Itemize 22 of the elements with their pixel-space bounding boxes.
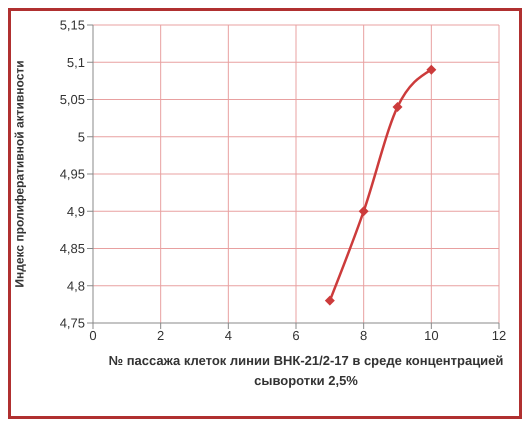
y-axis-title: Индекс пролиферативной активности xyxy=(12,60,26,288)
y-tick-label: 5 xyxy=(78,129,85,144)
point xyxy=(426,64,436,75)
point xyxy=(358,206,369,216)
x-tick-label: 12 xyxy=(492,328,506,344)
x-tick-label: 2 xyxy=(157,328,164,344)
y-tick-label: 5,05 xyxy=(60,92,85,108)
point xyxy=(324,296,335,306)
y-tick-label: 4,9 xyxy=(66,204,85,219)
y-tick-label: 4,8 xyxy=(66,278,85,294)
x-tick-label: 4 xyxy=(224,328,232,344)
x-axis-title: № пассажа клеток линии ВНК-21/2-17 в среде концентрацией сыворотки 2,5% xyxy=(108,352,504,390)
x-tick-label: 0 xyxy=(89,328,97,344)
x-tick-label: 8 xyxy=(360,328,368,344)
x-tick-label: 10 xyxy=(424,328,439,344)
y-tick-label: 5,15 xyxy=(60,18,85,33)
point xyxy=(392,102,402,112)
y-tick-label: 4,85 xyxy=(60,241,85,256)
y-tick-label: 4,75 xyxy=(60,316,85,331)
y-tick-label: 5,1 xyxy=(66,54,85,70)
y-tick-label: 4,95 xyxy=(60,166,85,182)
x-tick-label: 6 xyxy=(292,328,300,344)
